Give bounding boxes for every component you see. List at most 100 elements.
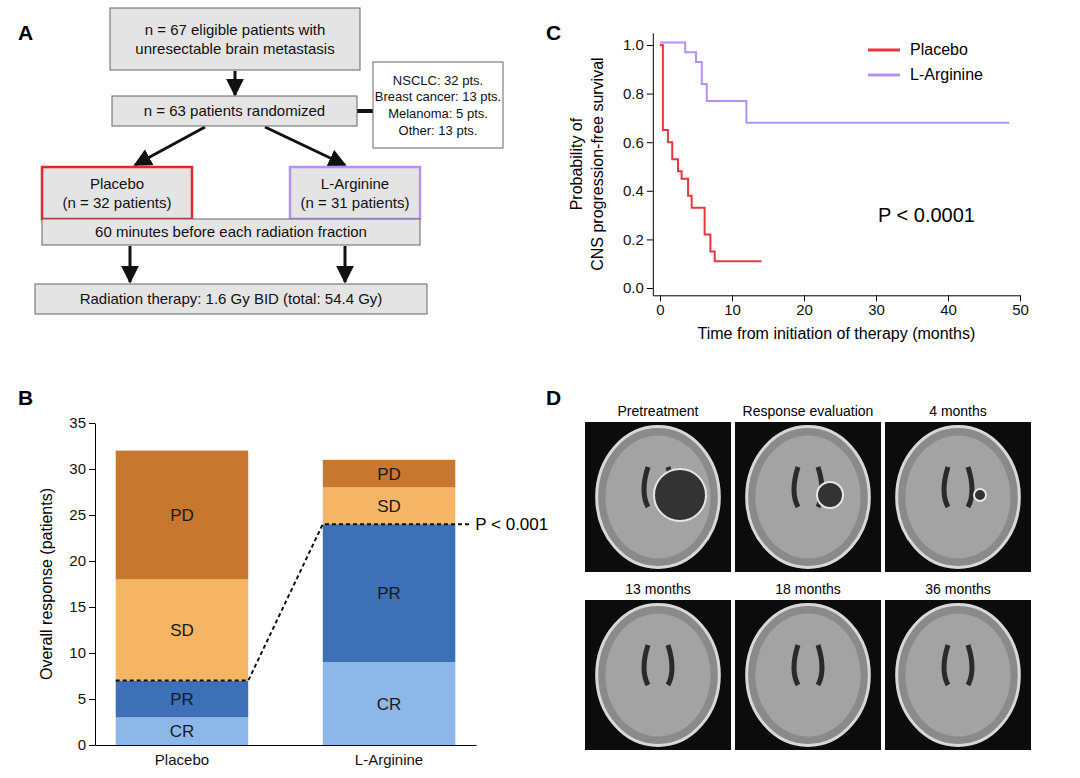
axis-line [653, 295, 1020, 296]
tick: 10 [69, 644, 95, 661]
y-axis: 0.00.20.40.60.81.0 [623, 33, 653, 296]
node-box [110, 8, 360, 70]
tick-label: 20 [796, 301, 813, 318]
tick: 20 [796, 295, 813, 318]
mri-skull [897, 605, 1020, 746]
mri-skull [747, 605, 870, 746]
tick-label: 50 [1012, 301, 1029, 318]
tick: 5 [78, 690, 95, 707]
tick: 40 [940, 295, 957, 318]
node-box [35, 284, 427, 314]
tick-label: 0 [78, 736, 86, 753]
tick: 0.2 [623, 231, 653, 248]
node-box [42, 219, 420, 245]
mri-ventricles [794, 645, 822, 685]
tick: 0 [656, 295, 664, 318]
bar-segment [116, 579, 249, 680]
mri-brain [905, 614, 1010, 737]
y-axis: 05101520253035 [69, 414, 95, 753]
tick: 1.0 [623, 36, 653, 53]
tick-mark [89, 745, 95, 746]
bar-segment [116, 681, 249, 718]
tick-label: Placebo [155, 751, 209, 768]
tick-mark [647, 288, 653, 289]
legend-swatch [868, 74, 900, 77]
node-box [290, 167, 420, 219]
mri-skull [747, 427, 870, 568]
mri-lesion [817, 482, 843, 508]
legend-label: Placebo [910, 41, 968, 58]
tick-label: L-Arginine [355, 751, 423, 768]
mri-skull [597, 605, 720, 746]
image-title: 4 months [929, 403, 987, 419]
mri-panel: Pretreatment [585, 403, 731, 572]
tick-label: 0.0 [623, 279, 644, 296]
tick-label: 0 [656, 301, 664, 318]
bar-chart: CRCRPRPRSDSDPDPDP < 0.00105101520253035P… [38, 414, 548, 767]
mri-panel: 4 months [885, 403, 1031, 572]
bar-segment [116, 451, 249, 580]
axis-line [95, 424, 96, 746]
panel-label: B [18, 386, 33, 409]
tick: 0.4 [623, 182, 653, 199]
tick-label: 15 [69, 598, 86, 615]
mri-lesion [974, 489, 986, 501]
tick-mark [89, 699, 95, 700]
tick: 30 [868, 295, 885, 318]
image-grid: Pretreatment Response evaluation 4 months 1… [585, 403, 1031, 750]
flow-diagram: n = 67 eligible patients with unresectabl… [35, 8, 503, 314]
tick-label: 30 [69, 460, 86, 477]
segment-label: PR [377, 584, 401, 603]
bar-segment [323, 487, 456, 524]
bar-segment [323, 524, 456, 662]
node-box [373, 62, 503, 148]
tick-label: 0.4 [623, 182, 644, 199]
tick-label: 40 [940, 301, 957, 318]
annotation: P < 0.0001 [878, 204, 975, 226]
node-text: 60 minutes before each radiation fractio… [95, 223, 367, 240]
segment-label: SD [377, 497, 401, 516]
tick-mark [89, 561, 95, 562]
diagram-node: Radiation therapy: 1.6 Gy BID (total: 54… [35, 284, 427, 314]
tick-mark [647, 45, 653, 46]
arrow [234, 71, 237, 95]
lines [660, 43, 1009, 262]
diagram-node: n = 67 eligible patients with unresectabl… [110, 8, 360, 70]
tick: L-Arginine [355, 745, 423, 768]
image-title: Pretreatment [618, 403, 699, 419]
mri-brain [755, 614, 860, 737]
mri-panel: 13 months [585, 581, 731, 750]
axis-line [96, 745, 477, 746]
node-text: (n = 32 patients) [63, 194, 172, 211]
tick-mark [89, 515, 95, 516]
legend-label: L-Arginine [910, 66, 983, 83]
mri-skull [597, 427, 720, 568]
node-text: unresectable brain metastasis [135, 40, 334, 57]
y-axis-title: Probability of [568, 117, 585, 210]
diagram-node: 60 minutes before each radiation fractio… [42, 219, 420, 245]
image-title: 13 months [625, 581, 690, 597]
mri-skull [897, 427, 1020, 568]
arrow [129, 246, 132, 282]
image-title: Response evaluation [743, 403, 874, 419]
mri-ventricles [644, 645, 672, 685]
x-axis-title: Time from initiation of therapy (months) [698, 325, 976, 342]
node-text: Breast cancer: 13 pts. [375, 89, 501, 104]
segment-label: PD [170, 506, 194, 525]
arrow [265, 127, 345, 165]
mri-image [885, 422, 1031, 572]
segment-label: CR [170, 722, 195, 741]
node-text: n = 67 eligible patients with [145, 21, 326, 38]
survival-line [660, 45, 762, 261]
mri-brain [905, 436, 1010, 559]
tick-mark [89, 607, 95, 608]
tick: 0.8 [623, 85, 653, 102]
bar-segment [323, 460, 456, 488]
legend: Placebo L-Arginine [868, 41, 983, 83]
mri-image [735, 422, 881, 572]
tick: 20 [69, 552, 95, 569]
segment-label: SD [170, 621, 194, 640]
tick-mark [89, 653, 95, 654]
segment-label: PR [170, 690, 194, 709]
bars [116, 451, 456, 745]
